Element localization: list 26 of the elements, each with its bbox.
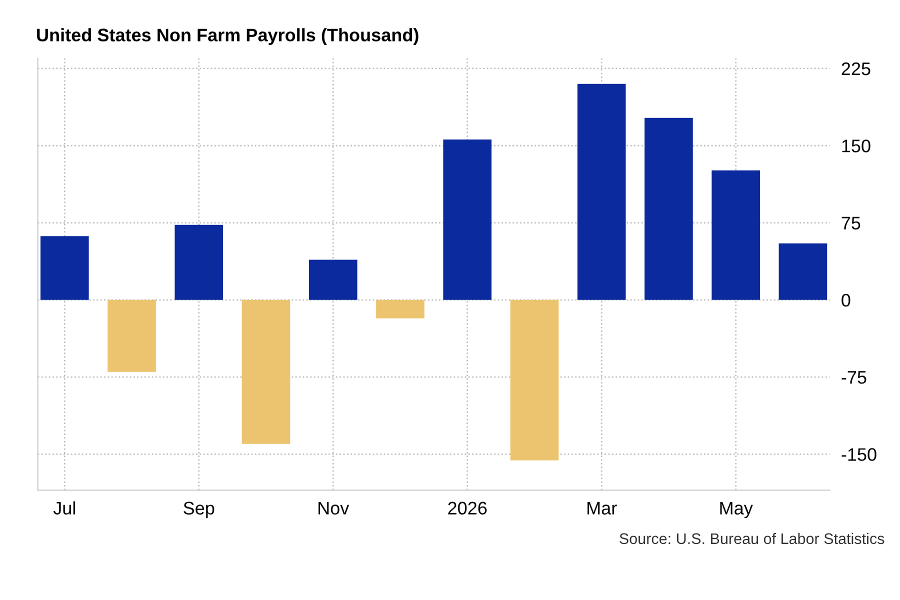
bar bbox=[644, 118, 693, 300]
x-tick-label: Nov bbox=[318, 502, 350, 515]
y-tick-label: -75 bbox=[842, 371, 866, 384]
bar bbox=[577, 84, 626, 300]
source-note: Source: U.S. Bureau of Labor Statistics bbox=[620, 532, 884, 544]
bar bbox=[308, 260, 358, 300]
x-tick-label: Jul bbox=[53, 501, 75, 515]
chart-title: United States Non Farm Payrolls (Thousand) bbox=[37, 28, 418, 45]
bar bbox=[510, 300, 559, 460]
y-tick-label: 0 bbox=[842, 294, 850, 307]
bar bbox=[712, 170, 760, 300]
x-tick-label: 2026 bbox=[448, 502, 487, 515]
bar bbox=[778, 243, 828, 300]
bar bbox=[174, 224, 224, 300]
bar bbox=[443, 139, 492, 300]
bar bbox=[40, 236, 89, 300]
x-tick-label: Mar bbox=[588, 502, 617, 515]
x-tick-label: Sep bbox=[184, 502, 214, 518]
x-tick-label: May bbox=[720, 502, 753, 518]
y-tick-label: -150 bbox=[842, 448, 876, 461]
bar bbox=[376, 300, 424, 318]
y-tick-label: 150 bbox=[842, 140, 870, 152]
bar bbox=[108, 300, 156, 372]
bar bbox=[242, 300, 290, 444]
y-tick-label: 75 bbox=[842, 216, 860, 230]
y-tick-label: 225 bbox=[842, 62, 870, 76]
